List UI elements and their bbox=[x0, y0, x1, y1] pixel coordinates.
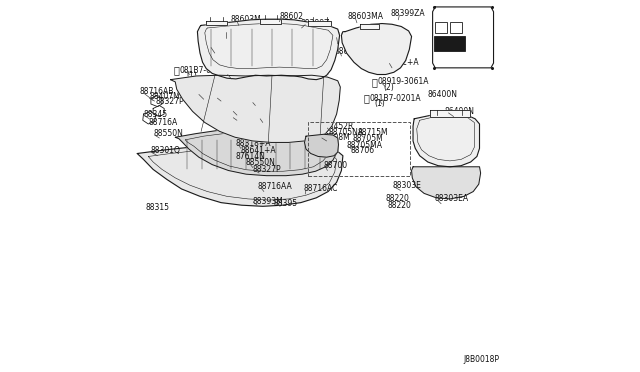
Text: 88345: 88345 bbox=[143, 109, 168, 119]
Text: 88706: 88706 bbox=[351, 147, 375, 155]
Text: 88452R: 88452R bbox=[324, 122, 354, 131]
Text: 88705M: 88705M bbox=[352, 134, 383, 142]
Text: 88705MA: 88705MA bbox=[347, 141, 383, 150]
Text: 88300E: 88300E bbox=[301, 71, 330, 80]
Text: 88603MA: 88603MA bbox=[348, 12, 384, 21]
Text: 88661: 88661 bbox=[335, 47, 359, 56]
Text: 88715M: 88715M bbox=[358, 128, 388, 137]
Text: 88641: 88641 bbox=[257, 113, 280, 122]
Text: 08919-3061A: 08919-3061A bbox=[378, 77, 429, 86]
Text: 87708M: 87708M bbox=[320, 133, 351, 142]
Text: Ⓝ: Ⓝ bbox=[372, 77, 378, 87]
Text: 88318+A: 88318+A bbox=[236, 139, 271, 148]
Text: 88220: 88220 bbox=[387, 201, 411, 210]
Text: 88327P: 88327P bbox=[252, 165, 281, 174]
Polygon shape bbox=[175, 128, 338, 176]
Polygon shape bbox=[360, 24, 379, 29]
Text: 88716AB: 88716AB bbox=[140, 87, 174, 96]
Bar bbox=[435, 22, 447, 33]
Text: 88716AA: 88716AA bbox=[257, 182, 292, 191]
Polygon shape bbox=[308, 20, 331, 26]
Text: 88301Q: 88301Q bbox=[151, 147, 180, 155]
Text: Ⓑ: Ⓑ bbox=[364, 93, 369, 103]
Text: 88550N: 88550N bbox=[153, 129, 183, 138]
Text: 88315: 88315 bbox=[146, 203, 170, 212]
Polygon shape bbox=[412, 167, 481, 199]
Text: 88651: 88651 bbox=[346, 37, 370, 46]
Text: 88603M: 88603M bbox=[230, 15, 261, 24]
Text: (1): (1) bbox=[186, 71, 197, 80]
Text: 88641: 88641 bbox=[248, 97, 273, 106]
Polygon shape bbox=[170, 75, 340, 142]
Text: 88399ZA: 88399ZA bbox=[390, 9, 425, 18]
Text: (1): (1) bbox=[374, 99, 385, 108]
Bar bbox=[435, 36, 465, 51]
Text: 88716A: 88716A bbox=[148, 118, 177, 127]
Text: 88220: 88220 bbox=[385, 195, 409, 203]
Text: 88620: 88620 bbox=[206, 42, 230, 51]
Text: 88611M: 88611M bbox=[207, 47, 237, 56]
Text: 88670: 88670 bbox=[331, 32, 355, 41]
Text: 081B7-0201A: 081B7-0201A bbox=[369, 94, 420, 103]
Polygon shape bbox=[433, 7, 493, 68]
Text: 88601M: 88601M bbox=[220, 26, 250, 35]
Text: 86400N: 86400N bbox=[445, 107, 475, 116]
Text: 88318: 88318 bbox=[212, 97, 236, 106]
Text: 88407M: 88407M bbox=[149, 92, 180, 101]
Bar bbox=[308, 122, 410, 176]
Text: 081B7-0201A: 081B7-0201A bbox=[180, 66, 231, 75]
Text: 88393M: 88393M bbox=[252, 197, 283, 206]
Text: Ⓑ: Ⓑ bbox=[174, 65, 180, 76]
Polygon shape bbox=[137, 142, 343, 206]
Text: 88550N: 88550N bbox=[245, 157, 275, 167]
Text: 87614N: 87614N bbox=[236, 152, 266, 161]
Polygon shape bbox=[197, 19, 340, 80]
Text: J8B0018P: J8B0018P bbox=[463, 355, 499, 364]
Polygon shape bbox=[413, 113, 479, 167]
Text: 88399Z: 88399Z bbox=[301, 19, 330, 28]
Polygon shape bbox=[305, 134, 339, 157]
Text: 88700: 88700 bbox=[324, 161, 348, 170]
Text: 86400N: 86400N bbox=[427, 90, 457, 99]
Text: 88311: 88311 bbox=[195, 94, 218, 103]
Text: 88602+A: 88602+A bbox=[384, 58, 419, 67]
Text: 88641+A: 88641+A bbox=[241, 146, 276, 155]
Text: 88641+A: 88641+A bbox=[213, 92, 248, 101]
Text: 88303EB: 88303EB bbox=[230, 106, 264, 115]
Text: 88303E: 88303E bbox=[392, 181, 421, 190]
Bar bbox=[450, 22, 462, 33]
Polygon shape bbox=[260, 19, 281, 24]
Text: 88395: 88395 bbox=[273, 199, 298, 208]
Text: 88602: 88602 bbox=[280, 12, 303, 21]
Polygon shape bbox=[430, 110, 470, 116]
Text: 88303EB: 88303EB bbox=[227, 112, 261, 121]
Text: 88303EA: 88303EA bbox=[435, 195, 468, 203]
Text: 88327P: 88327P bbox=[156, 97, 184, 106]
Polygon shape bbox=[205, 20, 227, 25]
Text: 88705NA: 88705NA bbox=[328, 128, 364, 137]
Polygon shape bbox=[341, 23, 412, 74]
Text: 87614N: 87614N bbox=[222, 69, 252, 78]
Text: 88716AC: 88716AC bbox=[303, 185, 338, 193]
Text: 88320: 88320 bbox=[193, 89, 218, 97]
Text: (2): (2) bbox=[383, 83, 394, 92]
